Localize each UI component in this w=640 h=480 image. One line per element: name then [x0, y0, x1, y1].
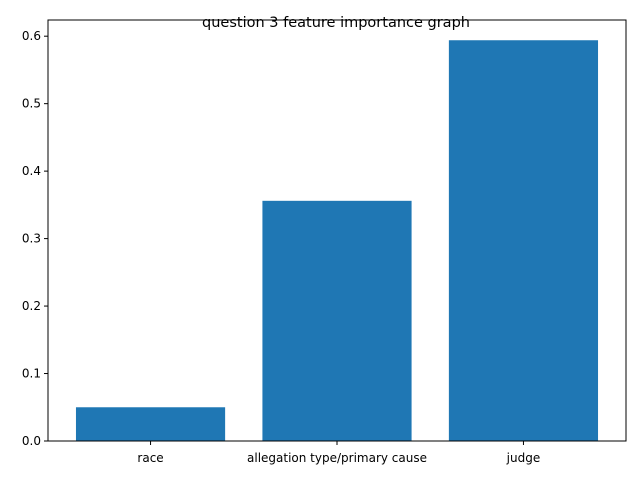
- bar-allegation-type-primary-cause: [262, 200, 412, 441]
- y-tick-label: 0.1: [22, 367, 41, 381]
- y-tick-label: 0.0: [22, 434, 41, 448]
- chart-title: question 3 feature importance graph: [202, 15, 470, 31]
- x-tick-label: race: [137, 451, 163, 465]
- plot-frame: [47, 19, 627, 442]
- bar-judge: [448, 40, 599, 441]
- x-axis: race allegation type/primary cause judge: [137, 441, 540, 465]
- x-tick-label: allegation type/primary cause: [247, 451, 427, 465]
- bars-layer: [75, 40, 599, 441]
- y-tick-label: 0.5: [22, 97, 41, 111]
- bar-race: [75, 407, 226, 441]
- y-tick-label: 0.3: [22, 232, 41, 246]
- x-tick-label: judge: [506, 451, 541, 465]
- y-tick-label: 0.4: [22, 164, 41, 178]
- y-tick-label: 0.2: [22, 299, 41, 313]
- y-axis: 0.0 0.1 0.2 0.3 0.4 0.5 0.6: [22, 29, 48, 448]
- y-tick-label: 0.6: [22, 29, 41, 43]
